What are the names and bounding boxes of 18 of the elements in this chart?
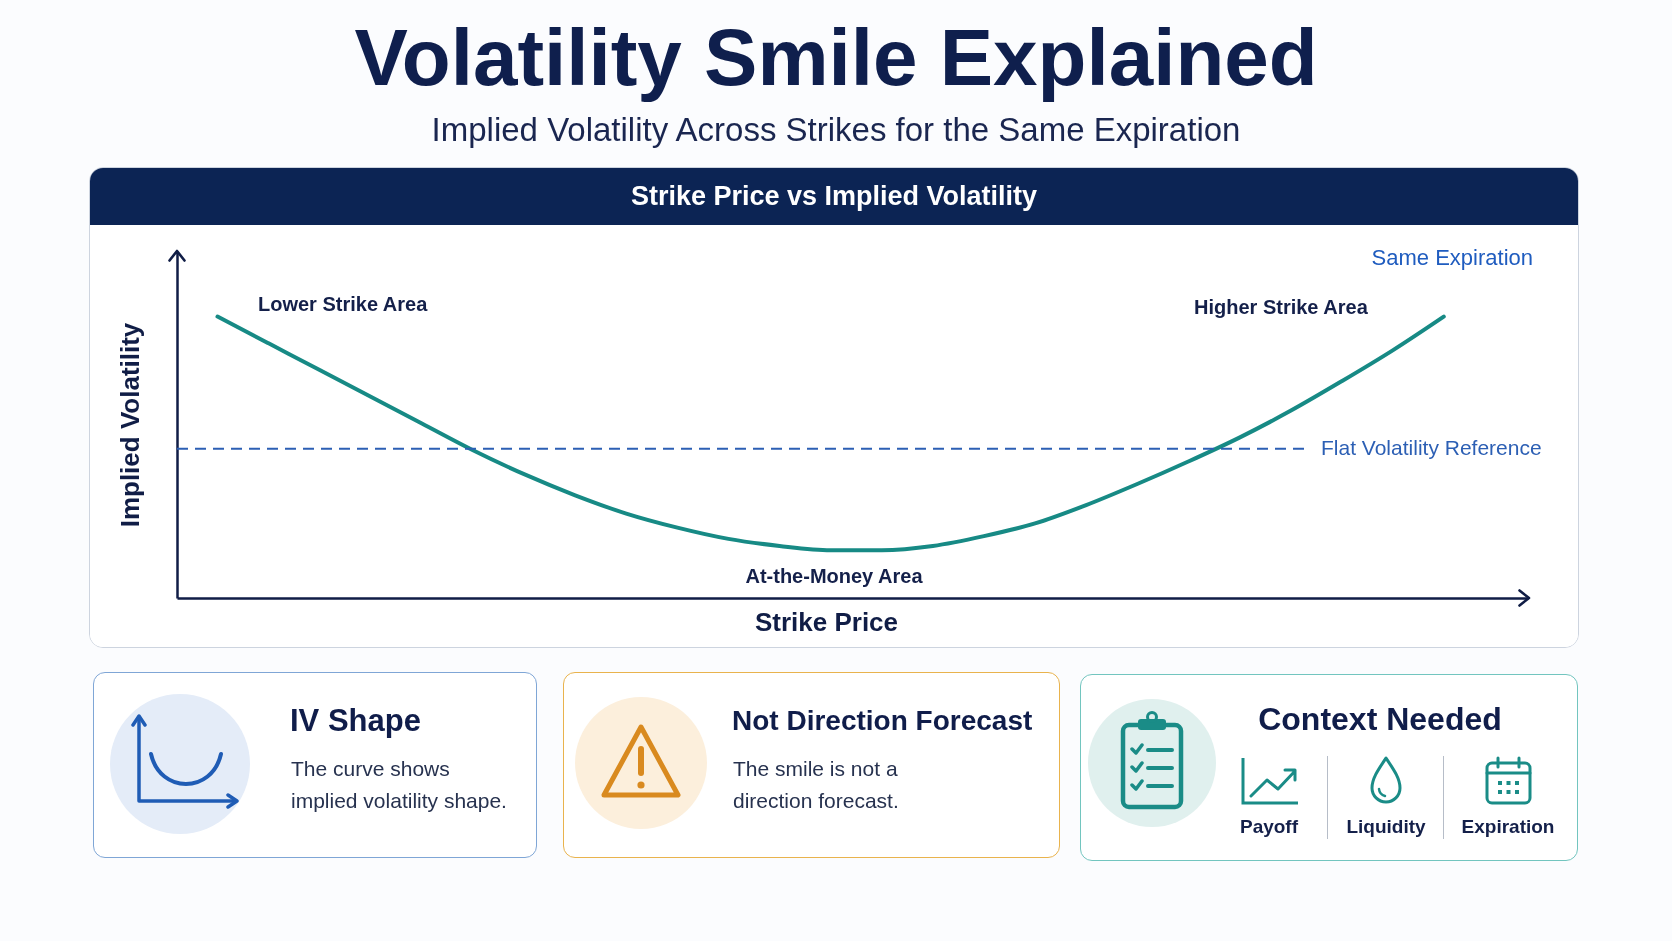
annotation: At-the-Money Area <box>744 564 923 587</box>
text: Expiration <box>1461 815 1555 839</box>
text: Context Needed <box>1258 701 1502 737</box>
text: Same Expiration <box>1371 244 1533 270</box>
annotation: Higher Strike Area <box>1193 295 1369 318</box>
text: The smile is not a direction forecast. <box>733 756 900 814</box>
text: Lower Strike Area <box>257 292 428 315</box>
ref-line-label: Flat Volatility Reference <box>1320 435 1542 459</box>
text: Payoff <box>1239 815 1299 839</box>
text: Strike Price vs Implied Volatility <box>90 168 1578 225</box>
chart-title: Volatility Smile Explained <box>353 13 1319 103</box>
y-axis-title: Implied Volatility <box>114 321 144 527</box>
text: Liquidity <box>1346 815 1426 839</box>
text: Not Direction Forecast <box>732 704 1033 738</box>
x-axis-title: Strike Price <box>754 606 898 636</box>
text: The curve shows implied volatility shape. <box>291 756 508 814</box>
chart-subtitle: Implied Volatility Across Strikes for the Same Expiration <box>430 110 1242 150</box>
text: IV Shape <box>290 703 421 739</box>
